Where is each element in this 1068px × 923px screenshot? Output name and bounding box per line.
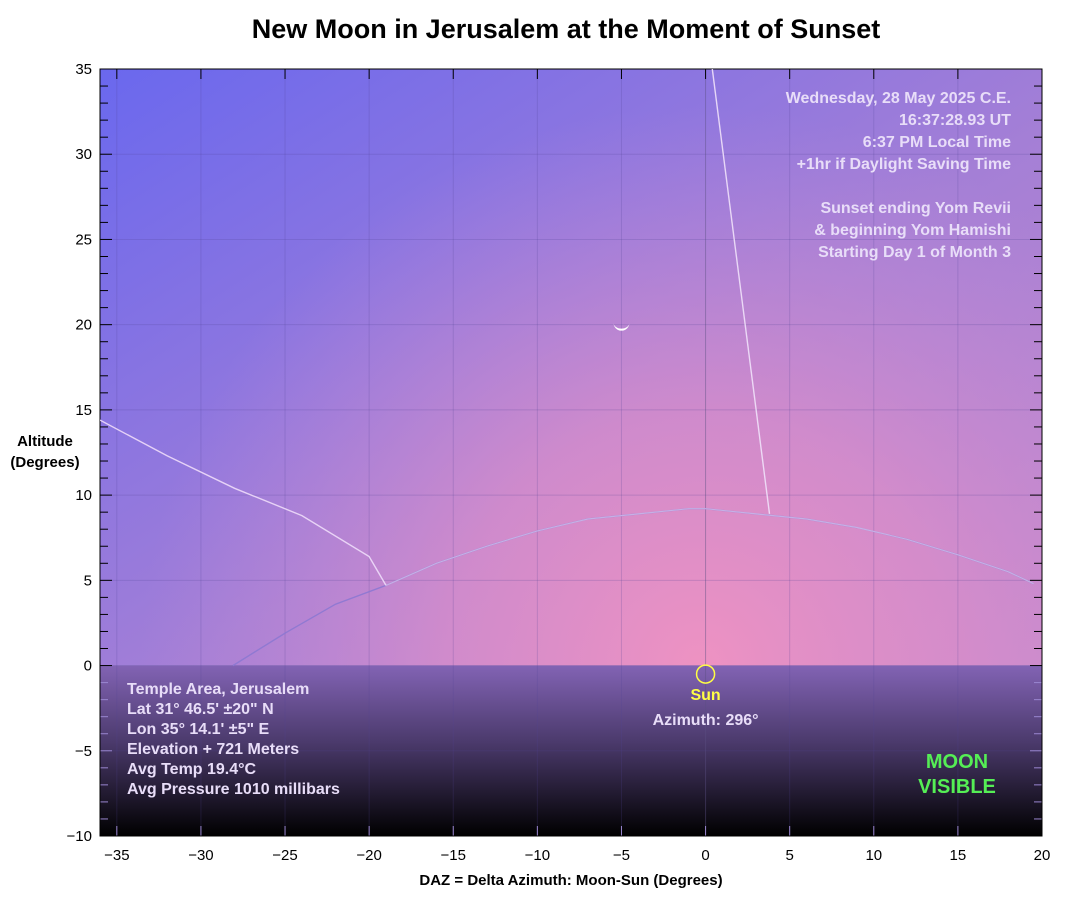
y-tick-label: 5 [84, 572, 92, 589]
location-info-line: Lat 31° 46.5' ±20" N [127, 701, 274, 718]
y-axis-label-line1: Altitude [17, 433, 73, 450]
markers [613, 322, 716, 684]
x-tick-label: −20 [356, 847, 381, 864]
date-info-line: & beginning Yom Hamishi [814, 222, 1011, 239]
date-info-line: +1hr if Daylight Saving Time [797, 156, 1012, 173]
y-tick-label: 30 [75, 146, 92, 163]
x-tick-label: 10 [865, 847, 882, 864]
x-tick-label: −5 [613, 847, 630, 864]
grid [100, 69, 1042, 836]
x-tick-label: −10 [525, 847, 550, 864]
sun-azimuth: Azimuth: 296° [653, 712, 759, 729]
sky-glow [100, 69, 1042, 666]
x-tick-label: −25 [272, 847, 297, 864]
sun-label: Sun [690, 687, 720, 704]
x-tick-label: 20 [1034, 847, 1051, 864]
visibility-status: VISIBLE [918, 776, 996, 798]
date-info-line: 16:37:28.93 UT [899, 112, 1011, 129]
sun-marker [695, 664, 716, 684]
plot-frame [99, 68, 1043, 837]
date-info-line: Starting Day 1 of Month 3 [818, 244, 1011, 261]
location-info-line: Elevation + 721 Meters [127, 741, 299, 758]
ground-area [100, 665, 1042, 836]
annotations: Sun Azimuth: 296° Wednesday, 28 May 2025 C… [127, 90, 1011, 798]
chart-title: New Moon in Jerusalem at the Moment of S… [251, 14, 881, 44]
y-tick-label: 25 [75, 231, 92, 248]
y-tick-label: −10 [67, 828, 92, 845]
visibility-status: MOON [926, 751, 988, 773]
x-tick-label: 5 [786, 847, 794, 864]
y-tick-label: 10 [75, 487, 92, 504]
y-tick-label: −5 [75, 743, 92, 760]
axis-ticks [99, 68, 1043, 837]
y-tick-label: 15 [75, 402, 92, 419]
x-tick-label: −30 [188, 847, 213, 864]
date-info-line: Sunset ending Yom Revii [820, 200, 1011, 217]
moon-crescent [613, 322, 630, 331]
series-line-1-highlight [385, 508, 1034, 586]
date-info-line: Wednesday, 28 May 2025 C.E. [786, 90, 1011, 107]
series-line-3 [711, 69, 771, 514]
x-tick-label: 15 [950, 847, 967, 864]
y-tick-label: 0 [84, 658, 92, 675]
location-info-line: Avg Temp 19.4°C [127, 761, 257, 778]
y-axis-label: Altitude (Degrees) [4, 431, 86, 473]
x-tick-label: −35 [104, 847, 129, 864]
series-line-2 [100, 419, 387, 586]
location-info-line: Avg Pressure 1010 millibars [127, 781, 340, 798]
location-info-line: Temple Area, Jerusalem [127, 681, 309, 698]
sky-background [100, 69, 1042, 836]
date-info-line: 6:37 PM Local Time [863, 134, 1011, 151]
x-axis-label: DAZ = Delta Azimuth: Moon-Sun (Degrees) [419, 872, 723, 889]
y-tick-label: 20 [75, 317, 92, 334]
tick-labels: −10 −5 0 5 10 15 20 25 30 35 −35 −30 −25 −20 −15 −10 −5 0… [67, 61, 1051, 864]
x-tick-label: 0 [701, 847, 709, 864]
x-tick-label: −15 [441, 847, 466, 864]
series-lines [100, 69, 1034, 667]
location-info-line: Lon 35° 14.1' ±5" E [127, 721, 270, 738]
y-tick-label: 35 [75, 61, 92, 78]
y-axis-label-line2: (Degrees) [10, 454, 80, 471]
